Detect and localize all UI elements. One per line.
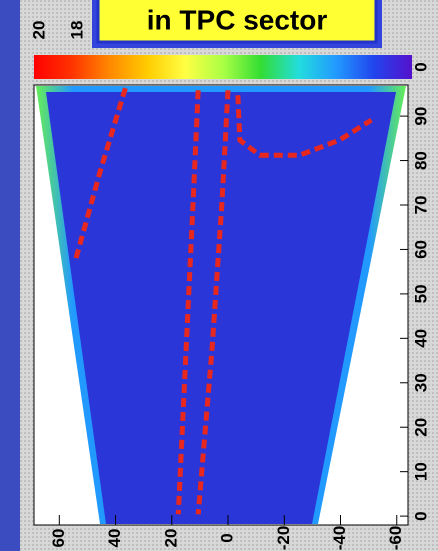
colorbar	[34, 55, 412, 79]
x-tick-label: 40	[105, 529, 124, 548]
colorbar-tick-label: 18	[67, 21, 86, 40]
y-tick-label: 70	[411, 196, 430, 215]
y-tick-label: 10	[411, 462, 430, 481]
x-tick-label: -60	[386, 526, 405, 551]
y-tick-label: 40	[411, 329, 430, 348]
y-tick-label: 80	[411, 151, 430, 170]
x-tick-label: -40	[330, 526, 349, 551]
y-tick-label: 30	[411, 373, 430, 392]
x-tick-label: -20	[274, 526, 293, 551]
title-box	[96, 0, 378, 44]
y-tick-label: 50	[411, 284, 430, 303]
colorbar-tick-label: 0	[411, 62, 430, 71]
y-tick-label: 20	[411, 418, 430, 437]
track	[73, 87, 128, 261]
x-tick-label: 0	[218, 533, 237, 542]
track	[195, 90, 231, 515]
colorbar-tick-label: 20	[29, 21, 48, 40]
track	[235, 95, 373, 158]
x-tick-label: 20	[161, 529, 180, 548]
chart-title: in TPC sector	[147, 4, 328, 35]
sector-core	[46, 92, 396, 524]
y-tick-label: 60	[411, 240, 430, 259]
x-tick-label: 60	[49, 529, 68, 548]
track	[175, 90, 201, 515]
plot-layer	[73, 87, 373, 515]
y-tick-label: 90	[411, 107, 430, 126]
y-tick-label: 0	[411, 511, 430, 520]
